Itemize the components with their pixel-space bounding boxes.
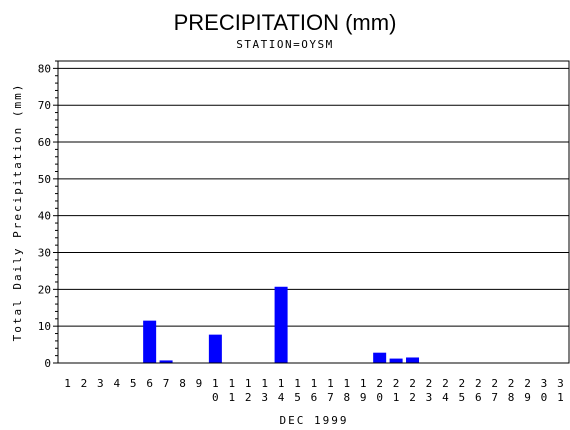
- x-tick-label: 0: [376, 391, 383, 404]
- bar-day-10: [208, 334, 222, 363]
- y-tick-label: 70: [38, 99, 51, 112]
- bar-day-21: [389, 358, 403, 363]
- x-tick-label: 1: [393, 391, 400, 404]
- y-tick-label: 60: [38, 136, 51, 149]
- x-tick-label: 1: [343, 377, 350, 390]
- x-tick-label: 1: [261, 377, 268, 390]
- x-tick-label: 3: [261, 391, 268, 404]
- x-tick-label: 9: [524, 391, 531, 404]
- y-axis-label: Total Daily Precipitation (mm): [11, 83, 24, 342]
- x-tick-label: 7: [163, 377, 170, 390]
- x-tick-label: 2: [491, 377, 498, 390]
- x-tick-label: 2: [475, 377, 482, 390]
- x-tick-label: 7: [491, 391, 498, 404]
- y-tick-label: 10: [38, 320, 51, 333]
- x-tick-label: 8: [179, 377, 186, 390]
- chart-subtitle: STATION=OYSM: [236, 38, 333, 51]
- x-tick-label: 2: [442, 377, 449, 390]
- x-tick-label: 3: [97, 377, 104, 390]
- x-tick-label: 1: [228, 391, 235, 404]
- x-tick-label: 1: [278, 377, 285, 390]
- y-tick-label: 80: [38, 62, 51, 75]
- x-tick-label: 7: [327, 391, 334, 404]
- x-tick-label: 2: [459, 377, 466, 390]
- x-tick-label: 5: [459, 391, 466, 404]
- bar-day-14: [274, 286, 288, 363]
- x-tick-label: 1: [228, 377, 235, 390]
- x-tick-label: 3: [557, 377, 564, 390]
- x-tick-label: 2: [393, 377, 400, 390]
- y-tick-label: 0: [44, 357, 51, 370]
- x-tick-label: 3: [541, 377, 548, 390]
- x-tick-label: 6: [146, 377, 153, 390]
- x-tick-label: 1: [360, 377, 367, 390]
- x-tick-label: 6: [475, 391, 482, 404]
- y-tick-label: 30: [38, 247, 51, 260]
- x-tick-label: 2: [426, 377, 433, 390]
- x-tick-label: 0: [212, 391, 219, 404]
- x-tick-label: 1: [327, 377, 334, 390]
- x-tick-label: 4: [278, 391, 285, 404]
- x-tick-label: 6: [311, 391, 318, 404]
- x-axis-label: DEC 1999: [280, 414, 349, 427]
- x-tick-label: 5: [294, 391, 301, 404]
- y-tick-label: 20: [38, 283, 51, 296]
- x-tick-label: 2: [409, 391, 416, 404]
- x-tick-label: 9: [360, 391, 367, 404]
- x-axis: 1 2 3 4 5 6 7 8 9 1011121314151617181920212223242…: [64, 377, 564, 404]
- plot-frame: [57, 60, 570, 364]
- x-tick-label: 2: [81, 377, 88, 390]
- x-tick-label: 2: [245, 391, 252, 404]
- bar-day-20: [373, 352, 387, 363]
- x-tick-label: 1: [294, 377, 301, 390]
- y-tick-label: 40: [38, 210, 51, 223]
- bar-day-22: [406, 357, 420, 363]
- x-tick-label: 1: [212, 377, 219, 390]
- y-axis: 0 10 20 30 40 50 60 70 80: [38, 60, 58, 370]
- bars: [143, 286, 420, 363]
- x-tick-label: 5: [130, 377, 137, 390]
- x-tick-label: 1: [311, 377, 318, 390]
- x-tick-label: 8: [343, 391, 350, 404]
- x-tick-label: 1: [245, 377, 252, 390]
- x-tick-label: 3: [426, 391, 433, 404]
- x-tick-label: 1: [64, 377, 71, 390]
- x-tick-label: 9: [196, 377, 203, 390]
- x-tick-label: 2: [508, 377, 515, 390]
- bar-day-6: [143, 320, 157, 363]
- bar-day-7: [159, 360, 173, 363]
- x-tick-label: 4: [113, 377, 120, 390]
- x-tick-label: 1: [557, 391, 564, 404]
- chart-title: PRECIPITATION (mm): [174, 10, 397, 35]
- x-tick-label: 0: [541, 391, 548, 404]
- y-tick-label: 50: [38, 173, 51, 186]
- x-tick-label: 2: [376, 377, 383, 390]
- x-tick-label: 2: [524, 377, 531, 390]
- gridlines: [58, 67, 569, 327]
- x-tick-label: 2: [409, 377, 416, 390]
- x-tick-label: 4: [442, 391, 449, 404]
- x-tick-label: 8: [508, 391, 515, 404]
